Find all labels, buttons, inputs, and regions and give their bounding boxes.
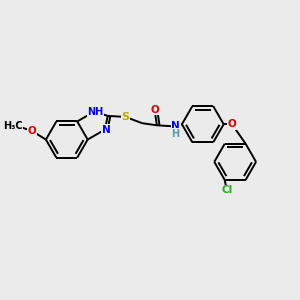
- Text: H: H: [172, 129, 180, 139]
- Text: S: S: [122, 112, 130, 122]
- Text: O: O: [28, 126, 37, 136]
- Text: Cl: Cl: [221, 185, 232, 195]
- Text: NH: NH: [87, 106, 104, 116]
- Text: O: O: [228, 119, 236, 129]
- Text: N: N: [171, 121, 180, 131]
- Text: O: O: [150, 105, 159, 115]
- Text: H₃C: H₃C: [3, 121, 22, 131]
- Text: N: N: [101, 124, 110, 135]
